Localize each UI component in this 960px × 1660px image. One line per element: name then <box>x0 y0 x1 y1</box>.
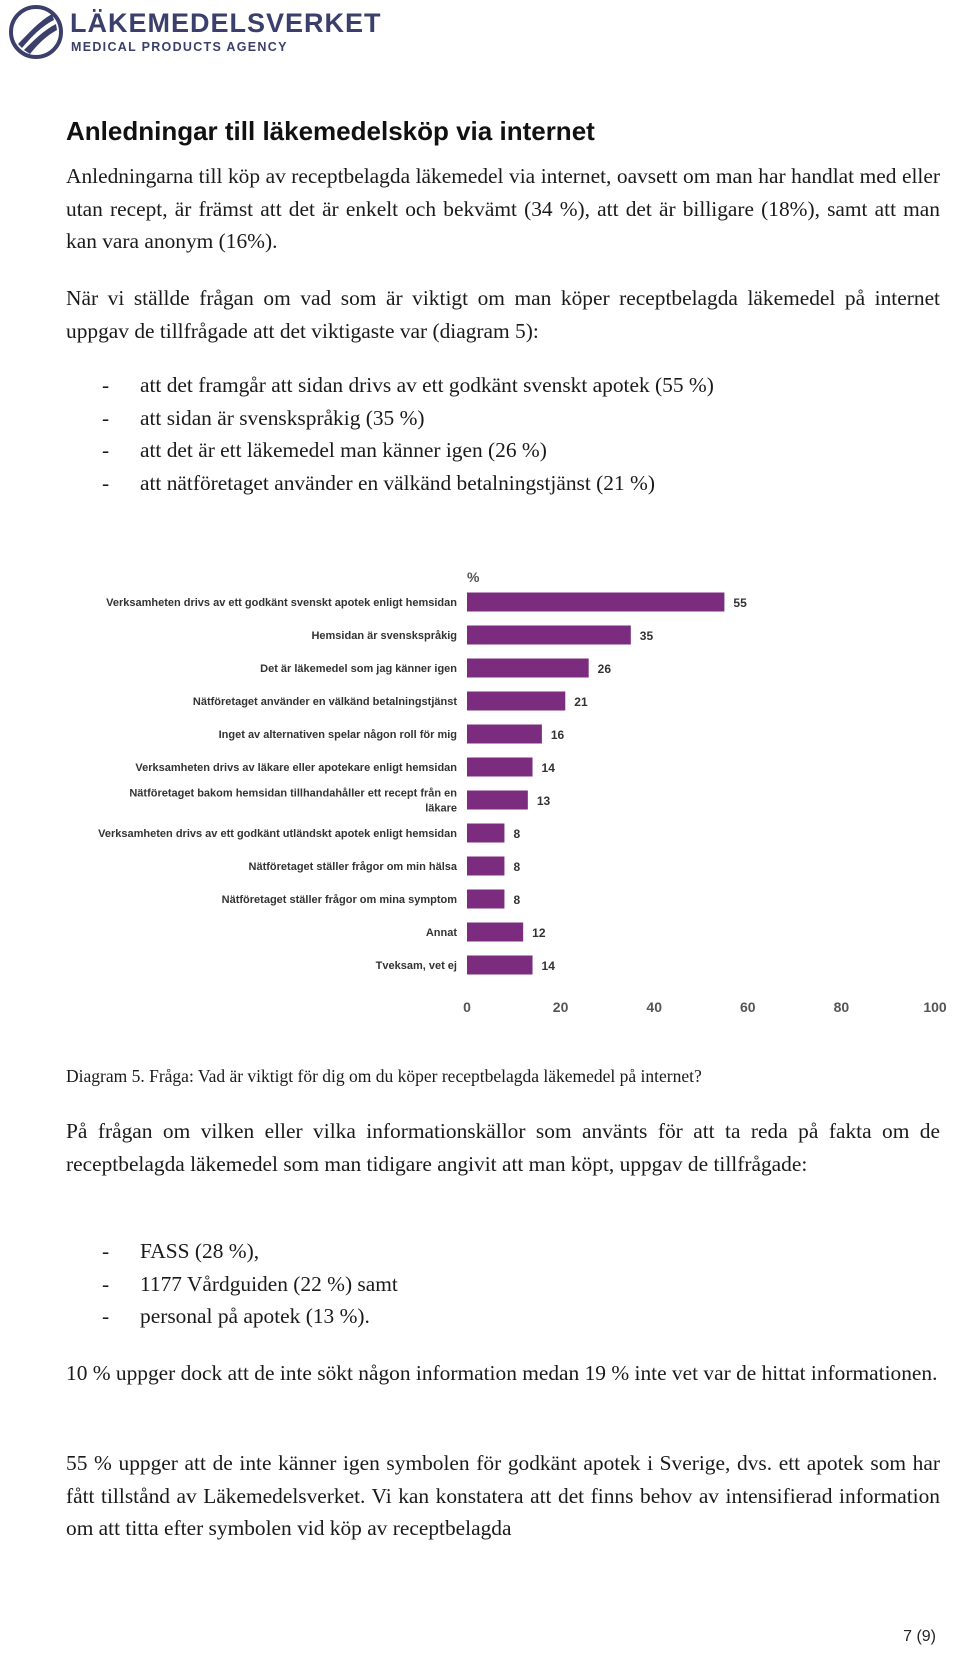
bar <box>467 658 589 678</box>
list-item-text: 1177 Vårdguiden (22 %) samt <box>140 1271 398 1296</box>
list-item: - FASS (28 %), <box>66 1235 940 1268</box>
category-label: läkare <box>425 803 457 815</box>
importance-list: - att det framgår att sidan drivs av ett … <box>66 369 940 499</box>
no-info-paragraph: 10 % uppger dock att de inte sökt någon … <box>66 1361 938 1385</box>
list-item: - 1177 Vårdguiden (22 %) samt <box>66 1268 940 1301</box>
unit-label: % <box>467 569 480 585</box>
x-tick-label: 20 <box>553 999 569 1015</box>
category-label: Nätföretaget bakom hemsidan tillhandahål… <box>129 788 457 800</box>
bar <box>467 922 524 942</box>
list-dash: - <box>102 405 110 430</box>
data-label: 12 <box>532 926 546 940</box>
list-item: - att det är ett läkemedel man känner ige… <box>66 434 940 467</box>
data-label: 35 <box>640 629 654 643</box>
list-dash: - <box>102 373 110 397</box>
category-label: Verksamheten drivs av läkare eller apote… <box>135 762 457 774</box>
list-item-text: FASS (28 %), <box>140 1239 260 1263</box>
x-tick-label: 0 <box>463 999 471 1015</box>
bar <box>467 592 725 612</box>
list-item-text: att sidan är svenskspråkig (35 %) <box>140 405 425 430</box>
list-item: - att det framgår att sidan drivs av ett … <box>66 369 940 402</box>
list-item-text: att nätföretaget använder en välkänd bet… <box>140 470 655 495</box>
x-tick-label: 80 <box>834 999 850 1015</box>
bar <box>467 856 505 876</box>
list-dash: - <box>102 1304 110 1328</box>
sources-list: - FASS (28 %), - 1177 Vårdguiden (22 %) sa… <box>66 1235 940 1333</box>
data-label: 13 <box>537 794 551 808</box>
bar <box>467 889 505 909</box>
x-tick-label: 40 <box>646 999 662 1015</box>
data-label: 14 <box>542 959 556 973</box>
data-label: 55 <box>733 596 747 610</box>
intro-paragraph: Anledningarna till köp av receptbelagda … <box>66 164 940 253</box>
bar <box>467 625 631 645</box>
list-item: - att sidan är svenskspråkig (35 %) <box>66 402 940 435</box>
symbol-paragraph: 55 % uppger att de inte känner igen symb… <box>66 1451 940 1540</box>
data-label: 8 <box>513 893 520 907</box>
agency-subtitle: MEDICAL PRODUCTS AGENCY <box>71 40 288 54</box>
list-item-text: att det är ett läkemedel man känner igen… <box>140 438 547 462</box>
category-label: Annat <box>426 927 458 939</box>
category-label: Verksamheten drivs av ett godkänt utländ… <box>98 828 457 840</box>
category-label: Nätföretaget ställer frågor om mina symp… <box>222 894 458 906</box>
category-label: Hemsidan är svenskspråkig <box>311 630 457 642</box>
diagram-5-bar-chart: % Verksamheten drivs av ett godkänt svens… <box>98 569 947 1015</box>
sources-paragraph: På frågan om vilken eller vilka informat… <box>66 1119 940 1176</box>
bar <box>467 955 533 975</box>
list-item-text: att det framgår att sidan drivs av ett g… <box>140 373 714 397</box>
category-label: Inget av alternativen spelar någon roll … <box>219 729 457 741</box>
page-number: 7 (9) <box>903 1628 936 1645</box>
agency-name: LÄKEMEDELSVERKET <box>70 8 382 38</box>
list-dash: - <box>102 1271 110 1296</box>
bar <box>467 790 528 810</box>
data-label: 8 <box>513 860 520 874</box>
page-heading: Anledningar till läkemedelsköp via inter… <box>66 116 595 146</box>
question-paragraph: När vi ställde frågan om vad som är vikt… <box>66 286 940 343</box>
list-item: - att nätföretaget använder en välkänd be… <box>66 467 940 500</box>
x-tick-label: 60 <box>740 999 756 1015</box>
category-label: Nätföretaget använder en välkänd betalni… <box>193 696 457 708</box>
data-label: 16 <box>551 728 565 742</box>
x-tick-label: 100 <box>923 999 947 1015</box>
bar <box>467 757 533 777</box>
list-dash: - <box>102 470 110 495</box>
bar <box>467 724 542 744</box>
data-label: 14 <box>542 761 556 775</box>
bar <box>467 691 566 711</box>
data-label: 21 <box>574 695 588 709</box>
logo-mark-icon <box>9 5 63 59</box>
bar <box>467 823 505 843</box>
data-label: 8 <box>513 827 520 841</box>
category-label: Det är läkemedel som jag känner igen <box>260 663 457 675</box>
list-item: - personal på apotek (13 %). <box>66 1300 940 1333</box>
category-label: Tveksam, vet ej <box>376 960 457 972</box>
diagram-caption: Diagram 5. Fråga: Vad är viktigt för dig… <box>66 1066 702 1086</box>
category-label: Nätföretaget ställer frågor om min hälsa <box>249 861 458 873</box>
data-label: 26 <box>598 662 612 676</box>
list-item-text: personal på apotek (13 %). <box>140 1304 370 1328</box>
agency-logo: LÄKEMEDELSVERKET MEDICAL PRODUCTS AGENCY <box>8 4 381 64</box>
list-dash: - <box>102 438 110 462</box>
list-dash: - <box>102 1239 110 1263</box>
category-label: Verksamheten drivs av ett godkänt svensk… <box>106 597 457 609</box>
